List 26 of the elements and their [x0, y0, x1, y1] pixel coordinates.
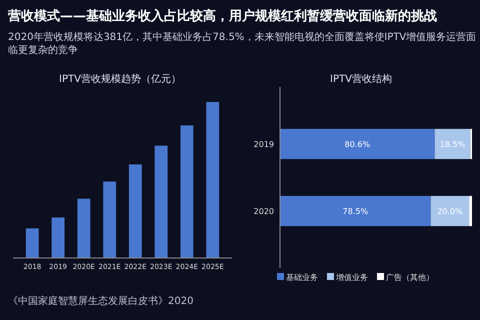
bar	[180, 125, 194, 258]
text: 营收模式——基础业务收入占比较高，用户规模红利暂缓营收面临新的挑战	[7, 8, 437, 24]
bar	[103, 182, 116, 258]
legend-label: 基础业务	[286, 273, 318, 282]
bar	[128, 164, 142, 258]
bar	[280, 196, 431, 226]
bar	[430, 196, 470, 226]
bar	[434, 128, 470, 160]
data-label: 80.6%	[344, 140, 370, 149]
bar	[206, 102, 220, 258]
data-label: 18.5%	[440, 140, 466, 149]
data-label: 20.0%	[437, 207, 464, 216]
bar	[52, 217, 65, 258]
legend-label: 增值业务	[335, 273, 368, 282]
y-tick-label: 2020	[254, 207, 274, 216]
bar	[469, 196, 472, 226]
bar	[26, 228, 39, 258]
legend-label: 广告（其他）	[386, 273, 434, 282]
bar	[154, 146, 168, 258]
bar	[280, 128, 435, 160]
chart-title: IPTV营收规模趋势（亿元）	[59, 73, 181, 85]
text: 《中国家庭智慧屏生态发展白皮书》2020	[8, 295, 194, 307]
chart-title: IPTV营收结构	[330, 73, 392, 85]
bar	[77, 198, 90, 258]
data-label: 78.5%	[342, 207, 368, 216]
text: 2020年营收规模将达381亿，其中基础业务占78.5%，未来智能电视的全面覆盖将使IPTV增值服务运营面临更复杂的竞争	[8, 31, 476, 56]
